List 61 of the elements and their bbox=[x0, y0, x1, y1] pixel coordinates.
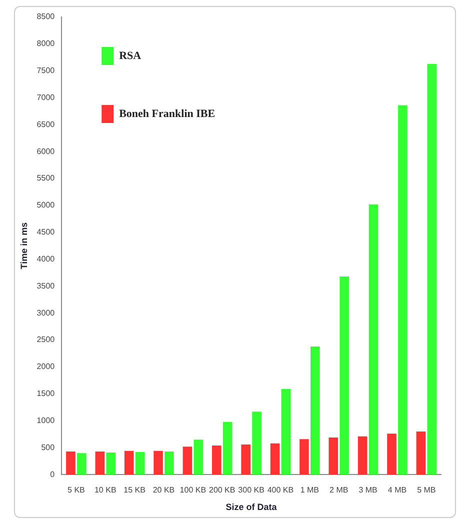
x-tick-label: 2 MB bbox=[330, 486, 348, 495]
bar bbox=[66, 451, 76, 475]
x-tick-label: 5 MB bbox=[417, 486, 436, 495]
bar bbox=[300, 439, 309, 475]
y-tick-label: 6000 bbox=[36, 146, 56, 156]
bar bbox=[106, 452, 116, 475]
bar bbox=[154, 450, 163, 475]
legend-label: RSA bbox=[119, 50, 142, 62]
bar bbox=[340, 276, 349, 475]
legend-label: Boneh Franklin IBE bbox=[119, 108, 216, 120]
y-axis-title: Time in ms bbox=[18, 222, 29, 270]
bar bbox=[252, 412, 262, 475]
y-tick-label: 7500 bbox=[36, 66, 56, 76]
bar bbox=[427, 64, 437, 475]
x-tick-label: 10 KB bbox=[94, 486, 116, 495]
bar bbox=[358, 436, 368, 475]
bar bbox=[328, 437, 338, 475]
bar bbox=[368, 204, 378, 475]
bar bbox=[222, 422, 232, 475]
y-tick-label: 5500 bbox=[36, 174, 56, 183]
bar bbox=[416, 432, 426, 475]
x-tick-label: 1 MB bbox=[300, 486, 320, 495]
y-tick-label: 0 bbox=[50, 470, 56, 479]
x-tick-label: 15 KB bbox=[124, 486, 146, 495]
bar bbox=[310, 346, 320, 475]
y-tick-label: 6500 bbox=[36, 120, 56, 129]
y-tick-label: 3500 bbox=[36, 281, 56, 290]
bar bbox=[182, 446, 192, 475]
y-tick-label: 1000 bbox=[36, 416, 56, 425]
x-tick-label: 100 KB bbox=[180, 486, 206, 495]
bar bbox=[194, 440, 204, 475]
x-axis-title: Size of Data bbox=[226, 502, 278, 512]
bar bbox=[77, 453, 86, 475]
x-tick-label: 300 KB bbox=[238, 486, 264, 495]
y-tick-label: 7000 bbox=[36, 92, 56, 102]
y-tick-label: 8000 bbox=[36, 39, 56, 48]
y-tick-label: 500 bbox=[41, 442, 56, 452]
bar bbox=[270, 443, 280, 475]
x-tick-label: 4 MB bbox=[388, 486, 407, 495]
x-tick-label: 200 KB bbox=[208, 486, 236, 495]
x-tick-label: 5 KB bbox=[68, 486, 85, 495]
y-tick-label: 3000 bbox=[36, 308, 56, 318]
x-tick-label: 3 MB bbox=[358, 486, 378, 495]
x-tick-label: 20 KB bbox=[152, 486, 175, 495]
y-tick-label: 2000 bbox=[36, 362, 56, 372]
bar bbox=[281, 389, 291, 475]
bar bbox=[387, 434, 396, 475]
x-tick-label: 400 KB bbox=[267, 486, 294, 495]
y-tick-label: 4500 bbox=[36, 228, 56, 237]
bar bbox=[212, 446, 222, 475]
y-tick-label: 5000 bbox=[36, 200, 56, 210]
bar bbox=[398, 105, 408, 475]
bar bbox=[241, 444, 250, 475]
y-tick-label: 8500 bbox=[36, 12, 56, 22]
y-tick-label: 2500 bbox=[36, 335, 56, 344]
bar bbox=[124, 450, 134, 475]
bar bbox=[164, 451, 174, 475]
bar bbox=[135, 452, 145, 475]
y-tick-label: 1500 bbox=[36, 389, 56, 398]
y-tick-label: 4000 bbox=[36, 254, 56, 264]
bar bbox=[95, 451, 105, 475]
